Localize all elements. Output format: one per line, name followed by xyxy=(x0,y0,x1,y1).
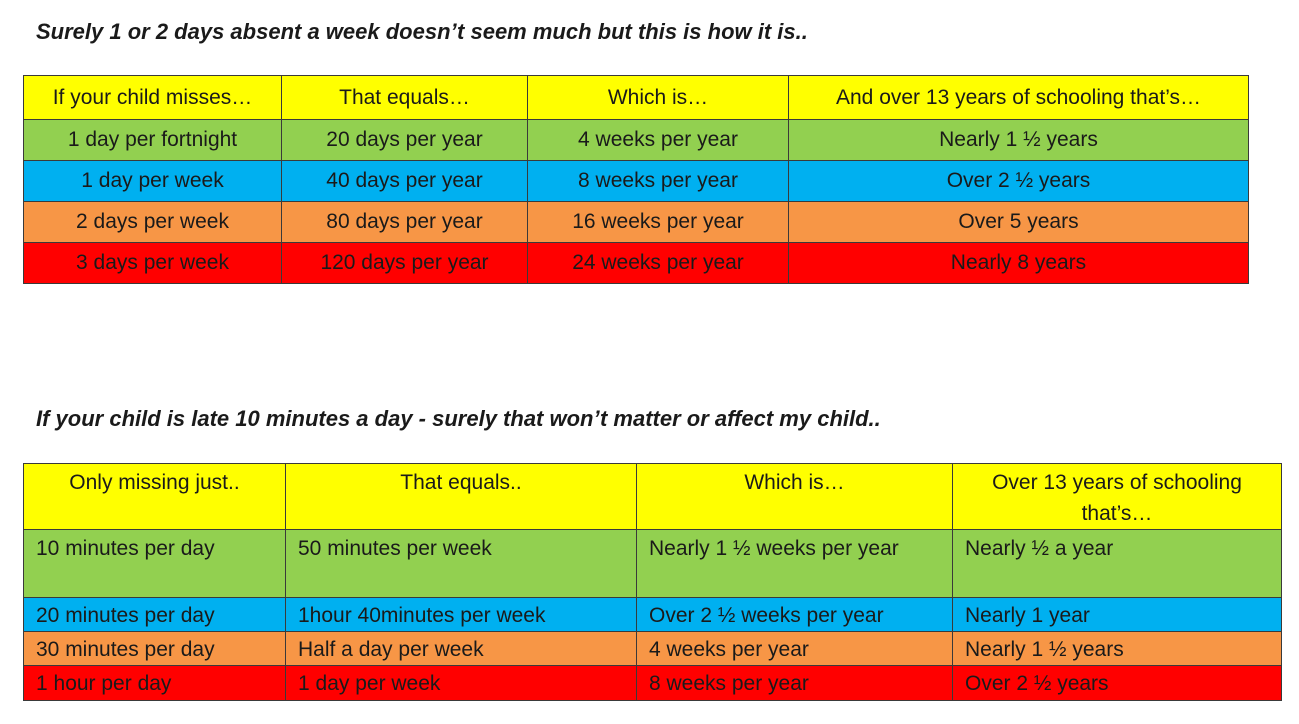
header-cell: If your child misses… xyxy=(23,75,282,120)
absence-table: If your child misses… That equals… Which… xyxy=(23,75,1249,284)
table-cell: 120 days per year xyxy=(281,242,528,284)
table-cell: Nearly 1 ½ years xyxy=(788,119,1249,161)
table-row: 30 minutes per day Half a day per week 4… xyxy=(23,631,1282,666)
header-cell: Which is… xyxy=(636,463,953,530)
table-cell: 1hour 40minutes per week xyxy=(285,597,637,632)
table-cell: 80 days per year xyxy=(281,201,528,243)
header-cell: That equals.. xyxy=(285,463,637,530)
table-cell: 20 minutes per day xyxy=(23,597,286,632)
table-row: 3 days per week 120 days per year 24 wee… xyxy=(23,242,1249,284)
table-row: 20 minutes per day 1hour 40minutes per w… xyxy=(23,597,1282,632)
table-cell: 8 weeks per year xyxy=(527,160,789,202)
table-cell: 30 minutes per day xyxy=(23,631,286,666)
table-cell: Over 2 ½ years xyxy=(788,160,1249,202)
header-cell: That equals… xyxy=(281,75,528,120)
table-cell: 4 weeks per year xyxy=(527,119,789,161)
lateness-heading: If your child is late 10 minutes a day -… xyxy=(36,406,881,431)
table-row: 10 minutes per day 50 minutes per week N… xyxy=(23,529,1282,598)
header-cell: Only missing just.. xyxy=(23,463,286,530)
table-cell: 10 minutes per day xyxy=(23,529,286,598)
table-cell: 3 days per week xyxy=(23,242,282,284)
table-cell: 4 weeks per year xyxy=(636,631,953,666)
table-cell: Over 2 ½ weeks per year xyxy=(636,597,953,632)
table-row: 1 hour per day 1 day per week 8 weeks pe… xyxy=(23,665,1282,701)
lateness-table: Only missing just.. That equals.. Which … xyxy=(23,463,1282,701)
table-row: 1 day per week 40 days per year 8 weeks … xyxy=(23,160,1249,202)
header-cell: Over 13 years of schooling that’s… xyxy=(952,463,1282,530)
table-cell: Half a day per week xyxy=(285,631,637,666)
header-cell: Which is… xyxy=(527,75,789,120)
table-cell: 50 minutes per week xyxy=(285,529,637,598)
table-cell: Nearly 1 ½ weeks per year xyxy=(636,529,953,598)
table-cell: Over 5 years xyxy=(788,201,1249,243)
table-row: 2 days per week 80 days per year 16 week… xyxy=(23,201,1249,243)
lateness-table-header-row: Only missing just.. That equals.. Which … xyxy=(23,463,1282,530)
table-cell: 8 weeks per year xyxy=(636,665,953,701)
table-cell: Nearly 1 ½ years xyxy=(952,631,1282,666)
table-cell: Nearly ½ a year xyxy=(952,529,1282,598)
table-cell: 1 day per week xyxy=(23,160,282,202)
absence-table-header-row: If your child misses… That equals… Which… xyxy=(23,75,1249,120)
table-cell: Nearly 8 years xyxy=(788,242,1249,284)
table-cell: 16 weeks per year xyxy=(527,201,789,243)
table-row: 1 day per fortnight 20 days per year 4 w… xyxy=(23,119,1249,161)
table-cell: Nearly 1 year xyxy=(952,597,1282,632)
table-cell: 2 days per week xyxy=(23,201,282,243)
table-cell: Over 2 ½ years xyxy=(952,665,1282,701)
table-cell: 1 hour per day xyxy=(23,665,286,701)
table-cell: 20 days per year xyxy=(281,119,528,161)
header-cell: And over 13 years of schooling that’s… xyxy=(788,75,1249,120)
table-cell: 1 day per week xyxy=(285,665,637,701)
table-cell: 24 weeks per year xyxy=(527,242,789,284)
absence-heading: Surely 1 or 2 days absent a week doesn’t… xyxy=(36,19,808,44)
table-cell: 1 day per fortnight xyxy=(23,119,282,161)
table-cell: 40 days per year xyxy=(281,160,528,202)
